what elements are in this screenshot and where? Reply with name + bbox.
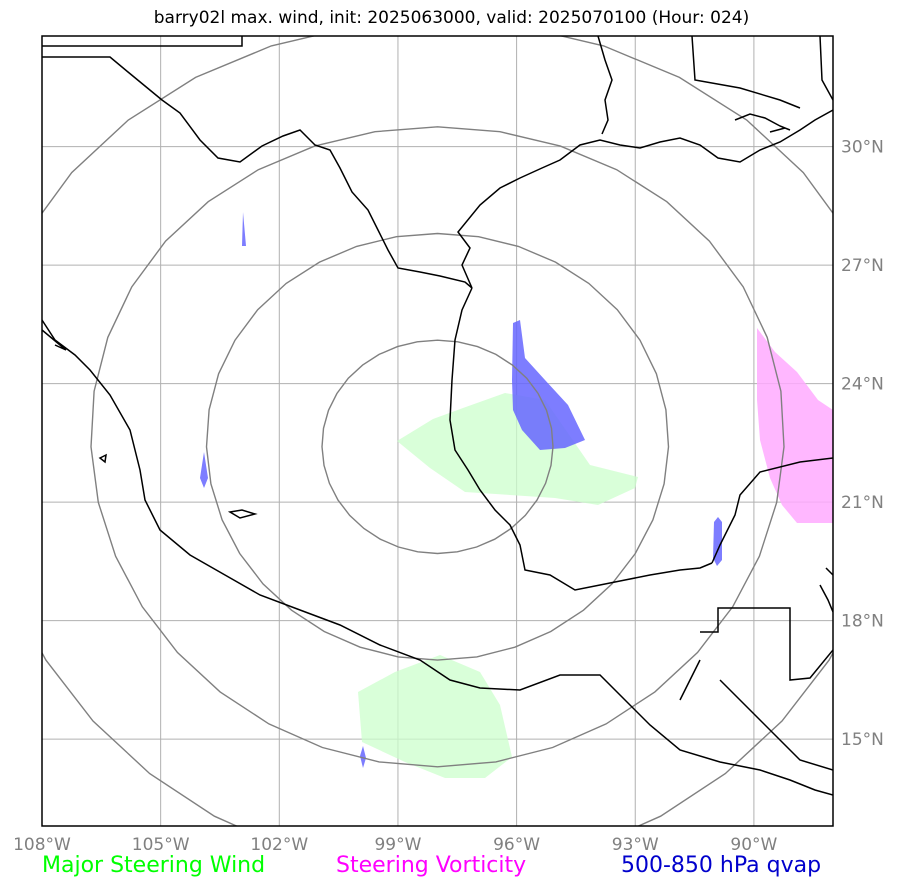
map-frame xyxy=(41,35,834,827)
lon-tick-label: 96°W xyxy=(493,835,540,855)
islas-marias xyxy=(227,509,258,519)
steering-wind-area-north xyxy=(397,393,638,505)
lat-tick-label: 21°N xyxy=(841,493,884,513)
us-east-border xyxy=(819,36,833,101)
qvap-area-main xyxy=(512,320,585,450)
steering-vorticity-area xyxy=(757,328,833,523)
pacific-coast-mexico xyxy=(42,319,833,796)
steering-wind-area-south xyxy=(358,655,512,778)
yucatan-coast xyxy=(711,457,833,564)
gulf-coast-mexico xyxy=(449,287,713,591)
range-ring xyxy=(205,232,670,661)
map-title: barry02l max. wind, init: 2025063000, va… xyxy=(153,8,750,28)
lat-tick-label: 18°N xyxy=(841,612,884,632)
coastlines-borders xyxy=(42,36,833,796)
qvap-area-small-east xyxy=(713,517,722,566)
lon-tick-label: 105°W xyxy=(132,835,190,855)
lon-tick-label: 108°W xyxy=(13,835,71,855)
axis-tick-labels: 108°W 105°W 102°W 99°W 96°W 93°W 90°W 15°N 18°N 2… xyxy=(13,138,884,855)
mississippi-river xyxy=(597,36,613,135)
lat-tick-label: 15°N xyxy=(841,730,884,750)
lon-tick-label: 93°W xyxy=(612,835,659,855)
lat-tick-label: 27°N xyxy=(841,256,884,276)
lat-tick-label: 24°N xyxy=(841,375,884,395)
legend-steering-vorticity: Steering Vorticity xyxy=(336,853,527,878)
lon-tick-label: 102°W xyxy=(250,835,308,855)
qvap-area-small-south xyxy=(360,746,366,768)
gulf-coast-us xyxy=(457,109,833,289)
us-border-top xyxy=(42,36,243,47)
belize-coast xyxy=(819,567,833,613)
qvap-area-small-west xyxy=(200,452,208,488)
legend-qvap: 500-850 hPa qvap xyxy=(621,853,822,878)
alabama-border xyxy=(691,36,801,109)
qvap-area-small-north xyxy=(242,212,246,246)
florida-panhandle-detail xyxy=(734,113,791,133)
lon-tick-label: 90°W xyxy=(730,835,777,855)
range-ring xyxy=(90,126,785,768)
range-ring xyxy=(321,339,554,555)
lat-tick-label: 30°N xyxy=(841,138,884,158)
legend-steering-wind: Major Steering Wind xyxy=(42,853,266,878)
range-rings xyxy=(42,36,833,826)
us-mexico-border-west xyxy=(42,56,473,289)
baja-tip xyxy=(98,453,107,464)
central-america-border xyxy=(679,607,833,771)
baja-gulf-coast xyxy=(42,329,67,351)
lon-tick-label: 99°W xyxy=(374,835,421,855)
